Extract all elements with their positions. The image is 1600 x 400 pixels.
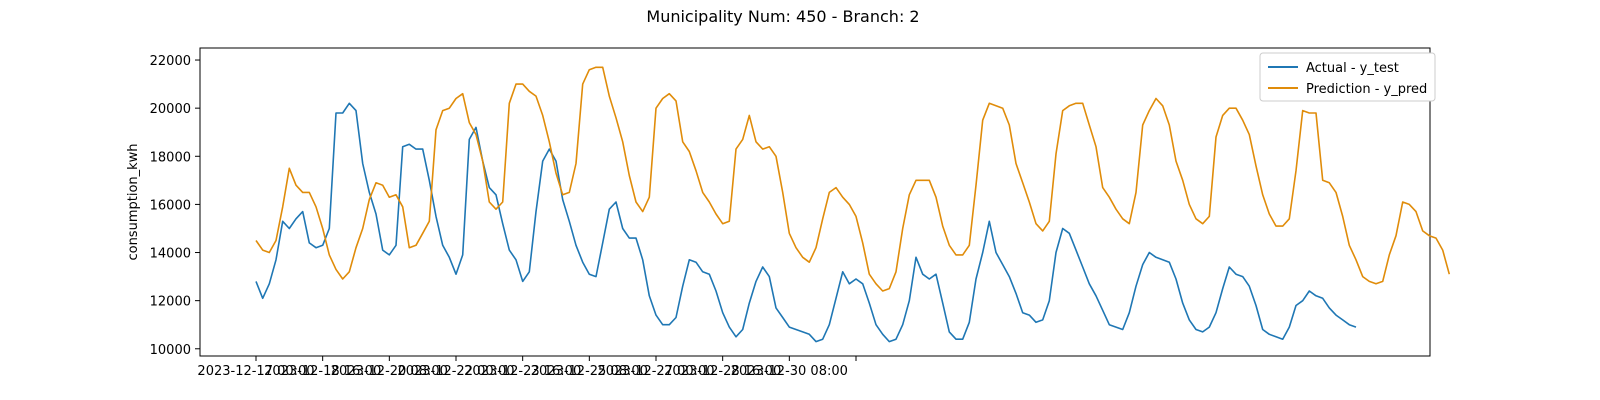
legend-label-prediction: Prediction - y_pred (1306, 82, 1427, 97)
series-group (255, 66, 1451, 343)
x-tick-label: 2023-12-23 16:00 (464, 364, 581, 379)
y-tick-label: 20000 (150, 102, 191, 117)
x-tick-label: 2023-12-27 00:00 (597, 364, 714, 379)
x-tick-label: 2023-12-18 16:00 (264, 364, 381, 379)
series-line-actual (255, 102, 1357, 343)
x-tick-label: 2023-12-17 00:00 (197, 364, 314, 379)
chart-title: Municipality Num: 450 - Branch: 2 (646, 7, 919, 26)
legend: Actual - y_test Prediction - y_pred (1259, 52, 1436, 102)
y-axis-title: consumption_kwh (126, 143, 141, 260)
y-tick-label: 18000 (150, 150, 191, 165)
x-tick-label: 2023-12-22 00:00 (397, 364, 514, 379)
x-tick-label: 2023-12-28 16:00 (664, 364, 781, 379)
y-tick-label: 16000 (150, 198, 191, 213)
legend-label-actual: Actual - y_test (1306, 61, 1399, 76)
plot-area (199, 47, 1431, 357)
y-axis: 10000 12000 14000 16000 18000 20000 22000 (150, 54, 200, 358)
y-tick-label: 12000 (150, 295, 191, 310)
x-tick-label: 2023-12-30 08:00 (731, 364, 848, 379)
series-line-prediction (255, 66, 1451, 292)
y-tick-label: 14000 (150, 247, 191, 262)
y-tick-label: 10000 (150, 343, 191, 358)
x-tick-label: 2023-12-20 08:00 (331, 364, 448, 379)
legend-box (1259, 52, 1436, 102)
y-tick-label: 22000 (150, 54, 191, 69)
x-tick-label: 2023-12-25 08:00 (531, 364, 648, 379)
